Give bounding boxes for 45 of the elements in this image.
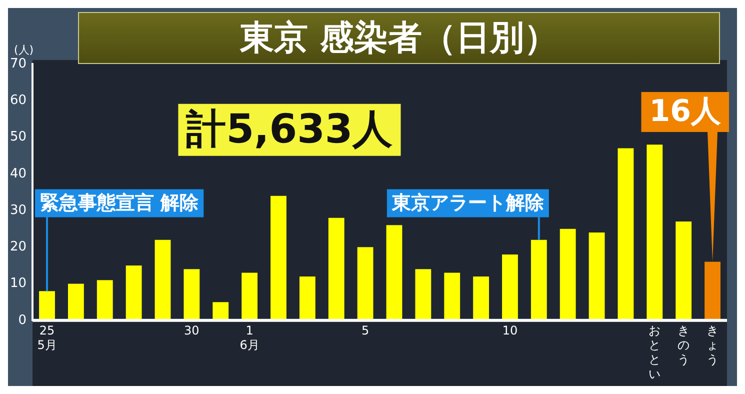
bar [242,272,258,320]
bar [444,272,460,320]
x-tick-label: 1 6月 [240,324,260,352]
bar [386,225,402,320]
x-tick-label: 5 [361,324,370,338]
bar [68,284,84,320]
y-tick-label: 10 [10,276,27,292]
x-tick-label: きょう [706,324,719,367]
bar [39,291,55,320]
annotation: 東京アラート解除 [390,192,545,214]
bar [212,302,229,320]
y-tick-label: 70 [10,56,27,72]
y-tick-label: 0 [18,312,27,328]
x-tick-label: きのう [678,324,690,367]
chart-title: 東京 感染者（日別） [78,12,720,64]
y-tick-label: 20 [10,240,27,255]
x-tick-label: 25 5月 [37,324,57,352]
y-tick-label: 60 [10,93,27,108]
y-tick-label: 50 [10,130,27,145]
bar [96,280,113,320]
x-tick-label: 30 [184,324,200,338]
annotation: 緊急事態宣言 解除 [40,192,200,214]
bar [415,269,432,320]
y-axis-title: (人) [14,43,34,56]
bar [299,276,316,320]
bar [270,196,286,320]
bar [502,254,518,320]
bar [676,222,692,320]
bar [184,269,200,320]
bar [530,240,547,320]
y-tick-label: 30 [10,202,27,218]
bar [126,265,142,320]
x-tick-label: おととい [648,324,661,381]
bar [588,232,605,320]
annotation: 計5,633人 [185,106,394,152]
x-tick-label: 10 [502,324,518,338]
bar [328,218,344,320]
bar [560,228,576,320]
y-tick-label: 40 [10,166,27,182]
bar [357,247,374,320]
bar [618,148,634,320]
bar [646,144,663,320]
bar [473,276,490,320]
data-label: 16人 [649,94,722,129]
bar [154,240,171,320]
